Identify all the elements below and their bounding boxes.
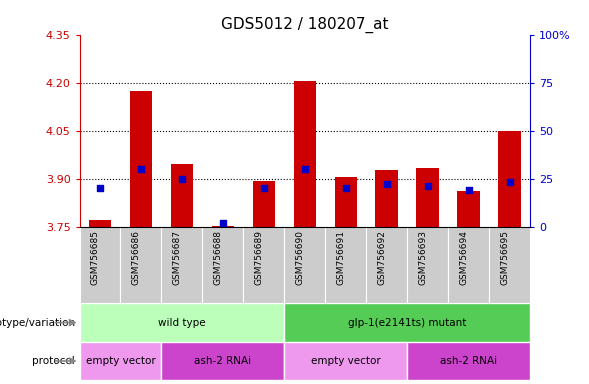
Point (218, 220, 227, 226)
Point (382, 181, 392, 187)
Point (136, 166, 145, 172)
Text: protocol: protocol (32, 356, 75, 366)
Bar (366, 227, 407, 303)
Text: GSM756695: GSM756695 (501, 230, 509, 285)
Text: GSM756692: GSM756692 (378, 230, 387, 285)
Text: GSM756685: GSM756685 (91, 230, 100, 285)
Bar (171, 164, 193, 227)
Point (95, 185, 105, 191)
Bar (211, 226, 234, 227)
Bar (80, 227, 121, 303)
Text: GSM756686: GSM756686 (132, 230, 141, 285)
Point (464, 187, 474, 193)
Bar (284, 342, 407, 380)
Point (505, 179, 514, 185)
Bar (80, 342, 161, 380)
Bar (203, 227, 243, 303)
Text: GSM756688: GSM756688 (214, 230, 223, 285)
Bar (416, 168, 439, 227)
Bar (407, 342, 530, 380)
Bar (130, 91, 152, 227)
Bar (448, 227, 489, 303)
Bar (458, 191, 480, 227)
Bar (498, 131, 521, 227)
Text: wild type: wild type (158, 318, 206, 328)
Text: ash-2 RNAi: ash-2 RNAi (440, 356, 497, 366)
Text: GSM756694: GSM756694 (459, 230, 469, 285)
Bar (284, 303, 530, 342)
Text: GSM756689: GSM756689 (255, 230, 264, 285)
Text: empty vector: empty vector (311, 356, 380, 366)
Bar (161, 227, 203, 303)
Text: GSM756693: GSM756693 (419, 230, 428, 285)
Text: GSM756687: GSM756687 (173, 230, 182, 285)
Bar (375, 170, 398, 227)
Bar (80, 303, 284, 342)
Bar (253, 181, 275, 227)
Text: empty vector: empty vector (85, 356, 155, 366)
Bar (243, 227, 284, 303)
Text: glp-1(e2141ts) mutant: glp-1(e2141ts) mutant (348, 318, 466, 328)
Bar (407, 227, 448, 303)
Point (259, 185, 269, 191)
Point (423, 183, 432, 189)
Title: GDS5012 / 180207_at: GDS5012 / 180207_at (221, 17, 389, 33)
Bar (325, 227, 366, 303)
Bar (89, 220, 111, 227)
Bar (489, 227, 530, 303)
Bar (161, 342, 284, 380)
Bar (121, 227, 161, 303)
Point (177, 175, 187, 182)
Text: GSM756691: GSM756691 (337, 230, 346, 285)
Point (341, 185, 350, 191)
Bar (335, 177, 357, 227)
Text: genotype/variation: genotype/variation (0, 318, 75, 328)
Text: GSM756690: GSM756690 (296, 230, 305, 285)
Text: ash-2 RNAi: ash-2 RNAi (194, 356, 252, 366)
Bar (284, 227, 325, 303)
Point (300, 166, 310, 172)
Bar (293, 81, 316, 227)
